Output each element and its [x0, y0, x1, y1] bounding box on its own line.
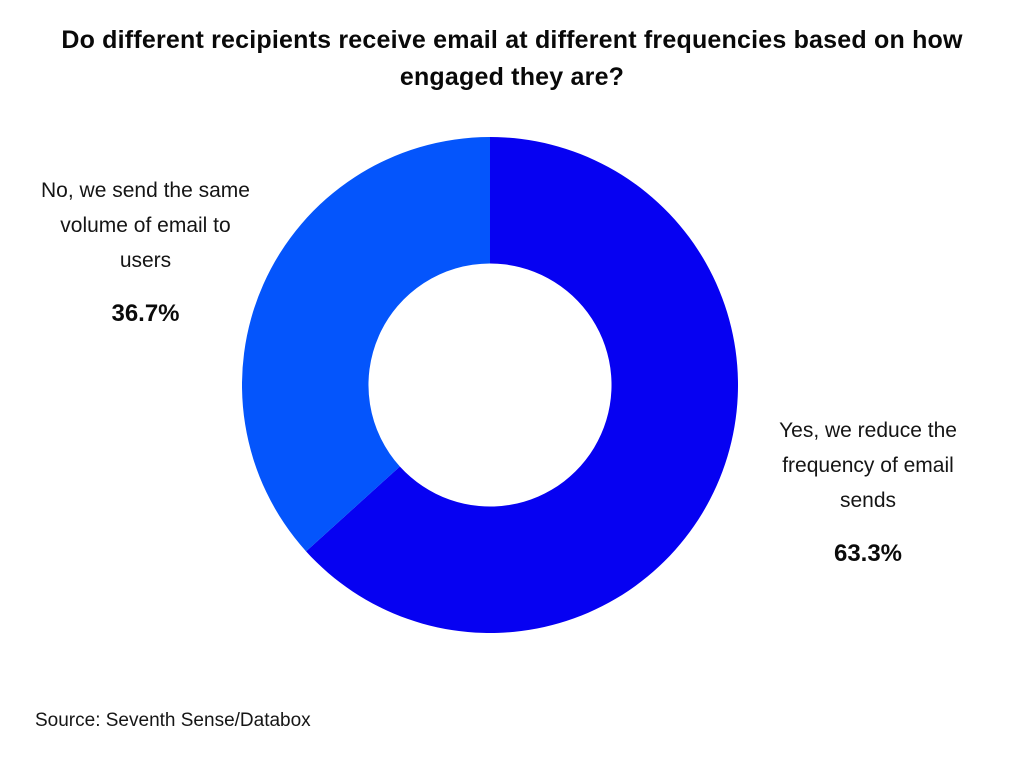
slice-label-yes-text: Yes, we reduce the frequency of email se…: [779, 419, 957, 512]
chart-title: Do different recipients receive email at…: [61, 26, 963, 91]
slice-label-yes: Yes, we reduce the frequency of email se…: [764, 413, 972, 569]
source-credit: Source: Seventh Sense/Databox: [35, 710, 311, 731]
donut-slice-no: [242, 137, 490, 552]
donut-slice-yes: [306, 137, 738, 633]
donut-chart-svg: [242, 137, 738, 633]
slice-label-yes-percentage: 63.3%: [833, 540, 903, 567]
slice-label-no: No, we send the same volume of email to …: [38, 173, 253, 329]
donut-chart: [242, 137, 738, 633]
slice-label-no-percentage: 36.7%: [111, 300, 180, 327]
slice-label-no-text: No, we send the same volume of email to …: [41, 179, 250, 272]
